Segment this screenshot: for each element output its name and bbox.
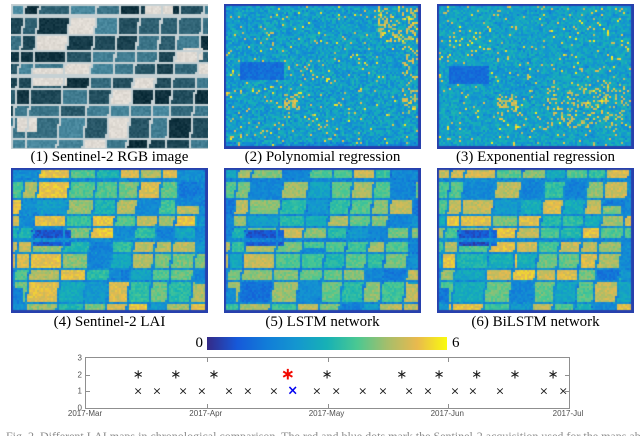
- colorbar: [207, 337, 447, 350]
- scatter-marker: ×: [495, 384, 505, 398]
- panel-polynomial-regression: [224, 4, 421, 149]
- lstm-network-map: [224, 168, 421, 313]
- scatter-marker: ×: [312, 384, 322, 398]
- scatter-marker: ×: [133, 384, 143, 398]
- panel-bilstm-network: [437, 168, 634, 313]
- figure-caption-clipped: Fig. 2. Different LAI maps in chronologi…: [6, 429, 640, 436]
- scatter-marker: ×: [331, 384, 341, 398]
- caption-sentinel2-lai: (4) Sentinel-2 LAI: [53, 314, 166, 330]
- colorbar-max-label: 6: [452, 335, 460, 351]
- caption-bilstm-network: (6) BiLSTM network: [471, 314, 600, 330]
- scatter-marker-highlight: ∗: [280, 364, 296, 385]
- scatter-marker: ∗: [433, 367, 445, 383]
- exponential-regression-map: [437, 4, 634, 149]
- scatter-marker: ×: [423, 384, 433, 398]
- y-tick-label: 3: [77, 353, 82, 363]
- x-tick-mark: [327, 358, 329, 362]
- caption-row-1: (1) Sentinel-2 RGB image (2) Polynomial …: [11, 149, 634, 166]
- caption-lstm-network: (5) LSTM network: [265, 314, 380, 330]
- x-tick-label: 2017-May: [308, 409, 345, 418]
- scatter-marker: ∗: [547, 367, 559, 383]
- y-tick-label: 2: [77, 370, 82, 380]
- x-tick-label: 2017-Jul: [552, 409, 584, 418]
- scatter-marker: ×: [269, 384, 279, 398]
- panel-lstm-network: [224, 168, 421, 313]
- polynomial-regression-map: [224, 4, 421, 149]
- panel-sentinel2-rgb: [11, 4, 208, 149]
- x-tick-label: 2017-Mar: [67, 409, 103, 418]
- x-tick-mark: [327, 404, 329, 408]
- scatter-marker: ×: [558, 384, 568, 398]
- map-row-2: [11, 168, 634, 313]
- panel-exponential-regression: [437, 4, 634, 149]
- scatter-marker: ×: [197, 384, 207, 398]
- scatter-marker: ×: [243, 384, 253, 398]
- caption-exponential-regression: (3) Exponential regression: [455, 149, 616, 165]
- x-tick-label: 2017-Jun: [430, 409, 464, 418]
- sentinel2-lai-map: [11, 168, 208, 313]
- y-tick-mark: [565, 374, 569, 376]
- y-tick-mark: [86, 374, 90, 376]
- x-tick-mark: [448, 404, 450, 408]
- scatter-marker: ×: [358, 384, 368, 398]
- scatter-marker: ×: [539, 384, 549, 398]
- scatter-marker: ∗: [170, 367, 182, 383]
- scatter-marker: ∗: [396, 367, 408, 383]
- y-tick-label: 1: [77, 386, 82, 396]
- caption-row-2: (4) Sentinel-2 LAI (5) LSTM network (6) …: [11, 314, 634, 331]
- y-tick-mark: [86, 391, 90, 393]
- scatter-marker: ∗: [321, 367, 333, 383]
- colorbar-min-label: 0: [195, 335, 204, 351]
- scatter-marker: ∗: [208, 367, 220, 383]
- scatter-marker: ×: [450, 384, 460, 398]
- sentinel2-rgb-map: [11, 4, 208, 149]
- scatter-marker: ×: [378, 384, 388, 398]
- scatter-marker: ×: [178, 384, 188, 398]
- y-tick-label: 0: [77, 403, 82, 413]
- x-tick-mark: [448, 358, 450, 362]
- scatter-marker: ×: [404, 384, 414, 398]
- acquisition-date-plot: ∗ ∗ ∗ ∗ ∗ ∗ ∗ ∗ ∗ ∗ × × × × × × × × × × × × × × × × × × ×: [85, 357, 570, 409]
- x-tick-mark: [206, 358, 208, 362]
- bilstm-network-map: [437, 168, 634, 313]
- scatter-marker-highlight: ×: [287, 383, 299, 399]
- caption-polynomial-regression: (2) Polynomial regression: [244, 149, 401, 165]
- scatter-marker: ×: [152, 384, 162, 398]
- scatter-marker: ∗: [471, 367, 483, 383]
- x-tick-mark: [206, 404, 208, 408]
- scatter-marker: ∗: [132, 367, 144, 383]
- panel-sentinel2-lai: [11, 168, 208, 313]
- y-tick-mark: [565, 391, 569, 393]
- scatter-marker: ×: [468, 384, 478, 398]
- colorbar-wrap: 0 6: [0, 335, 640, 353]
- caption-sentinel2-rgb: (1) Sentinel-2 RGB image: [30, 149, 189, 165]
- x-tick-label: 2017-Apr: [189, 409, 223, 418]
- scatter-marker: ∗: [509, 367, 521, 383]
- scatter-marker: ×: [224, 384, 234, 398]
- map-row-1: [11, 4, 634, 149]
